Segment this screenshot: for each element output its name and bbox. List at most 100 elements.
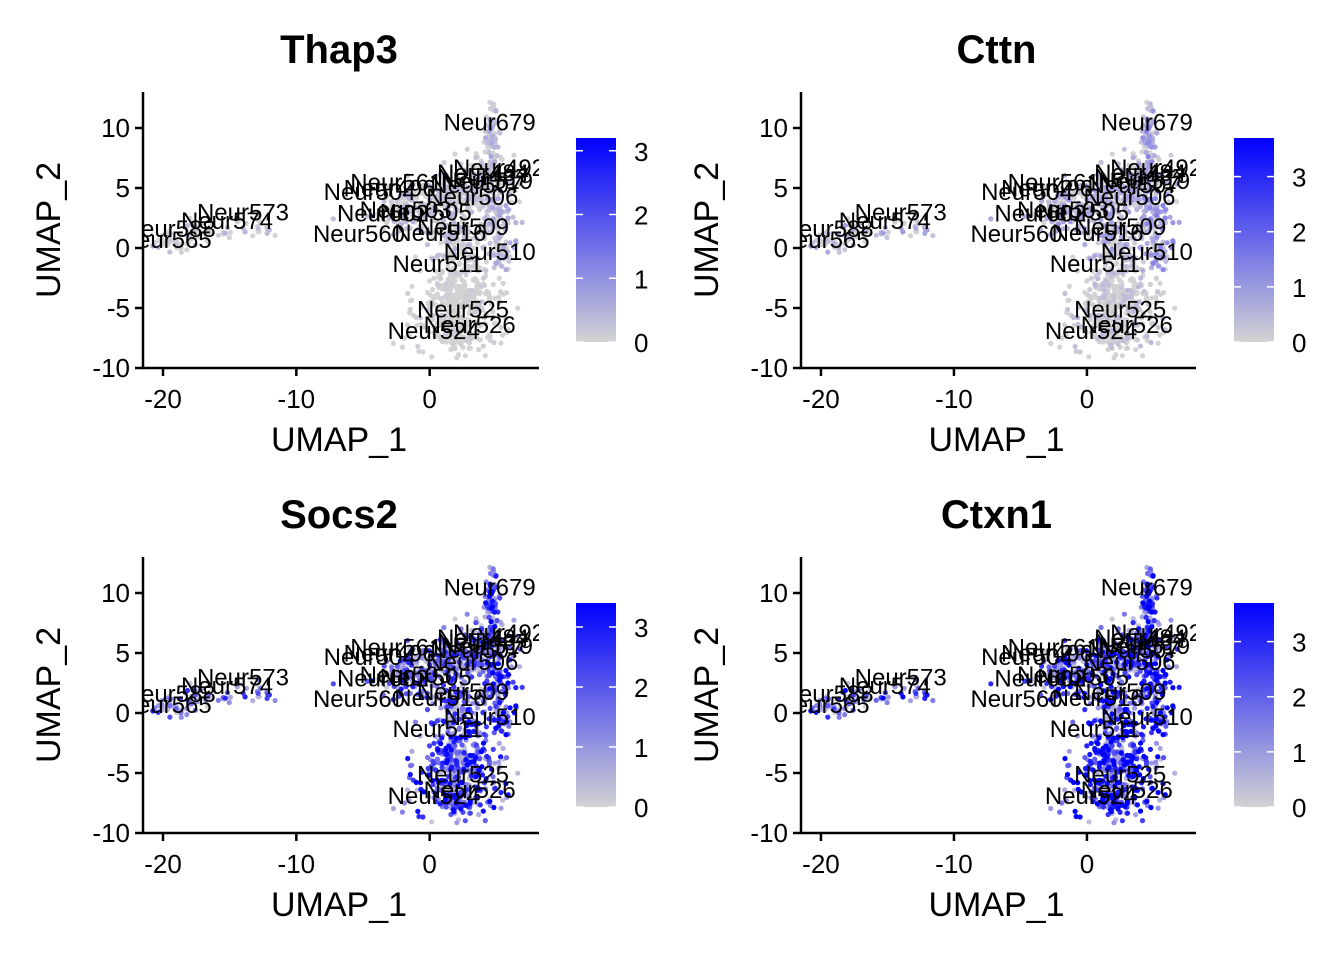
cell-point (462, 285, 467, 290)
cluster-label: Neur679 (444, 109, 536, 136)
cell-point (930, 698, 935, 703)
cell-point (1148, 747, 1153, 752)
cell-point (540, 791, 545, 796)
cell-point (1119, 386, 1124, 391)
panel-title: Cttn (957, 28, 1037, 72)
cell-point (1146, 141, 1151, 146)
cell-point (474, 284, 479, 289)
cell-point (1114, 750, 1119, 755)
cell-point (425, 755, 430, 760)
y-tick-label: 0 (116, 698, 130, 728)
cell-point (510, 680, 515, 685)
cluster-label: Neur565 (120, 227, 212, 254)
y-tick-label: -10 (92, 818, 130, 848)
cell-point (1131, 743, 1136, 748)
cell-point (1156, 341, 1161, 346)
cell-point (1168, 680, 1173, 685)
cell-point (489, 606, 494, 611)
cell-point (427, 743, 432, 748)
cell-point (1119, 285, 1124, 290)
cell-point (479, 749, 484, 754)
cell-point (483, 353, 488, 358)
cell-point (1140, 353, 1145, 358)
cell-point (520, 220, 525, 225)
cell-point (454, 820, 459, 825)
cell-point (1120, 353, 1125, 358)
colorbar-tick-label: 3 (1292, 163, 1306, 193)
x-axis-title: UMAP_1 (271, 421, 407, 459)
cell-point (1148, 340, 1153, 345)
y-tick-label: 0 (116, 233, 130, 263)
cluster-label: Neur560 (970, 221, 1062, 248)
panel-ctxn1: Ctxn1Neur679Neur492Neur484Neur487Neur519… (688, 493, 1306, 924)
y-tick-label: -10 (750, 353, 788, 383)
cell-point (1057, 345, 1062, 350)
cell-point (408, 772, 413, 777)
cluster-label: Neur511 (393, 251, 483, 278)
cell-point (484, 289, 489, 294)
cell-point (1087, 287, 1092, 292)
cell-point (273, 233, 278, 238)
cell-point (483, 818, 488, 823)
x-tick-label: -10 (278, 384, 316, 414)
x-tick-label: -10 (935, 384, 973, 414)
cell-point (497, 741, 502, 746)
x-tick-label: -20 (144, 849, 182, 879)
cell-point (1125, 288, 1130, 293)
cell-point (400, 810, 405, 815)
cell-point (1111, 820, 1116, 825)
cell-point (1087, 752, 1092, 757)
x-tick-label: -10 (278, 849, 316, 879)
cell-point (416, 349, 421, 354)
cell-point (1158, 281, 1163, 286)
cell-point (1117, 742, 1122, 747)
cell-point (1136, 284, 1141, 289)
cell-point (501, 281, 506, 286)
colorbar (576, 603, 616, 807)
cell-point (489, 141, 494, 146)
cell-point (513, 685, 518, 690)
cell-point (503, 267, 508, 272)
cell-point (484, 754, 489, 759)
cell-point (885, 235, 890, 240)
x-tick-label: -20 (144, 384, 182, 414)
cell-point (1122, 147, 1127, 152)
cell-point (462, 750, 467, 755)
cell-point (491, 101, 496, 106)
cell-point (476, 812, 481, 817)
x-tick-label: 0 (422, 849, 436, 879)
cell-point (1082, 755, 1087, 760)
cell-point (1125, 346, 1130, 351)
cell-point (1138, 344, 1143, 349)
colorbar-tick-label: 2 (1292, 218, 1306, 248)
y-tick-label: 10 (101, 113, 130, 143)
cluster-label: Neur511 (1050, 251, 1140, 278)
y-tick-label: -5 (107, 293, 130, 323)
cell-point (1161, 267, 1166, 272)
cell-point (520, 685, 525, 690)
colorbar-tick-label: 0 (634, 793, 648, 823)
y-tick-label: 5 (116, 638, 130, 668)
cell-point (456, 352, 461, 357)
y-tick-label: -10 (92, 353, 130, 383)
y-tick-label: -5 (765, 293, 788, 323)
cell-point (491, 566, 496, 571)
cell-point (1086, 819, 1091, 824)
cell-point (1140, 268, 1145, 273)
cell-point (1146, 606, 1151, 611)
cell-point (459, 277, 464, 282)
cell-point (1067, 749, 1072, 754)
panel-cttn: CttnNeur679Neur492Neur484Neur487Neur519N… (688, 28, 1306, 459)
cell-point (1117, 277, 1122, 282)
cell-point (1170, 220, 1175, 225)
panel-title: Socs2 (280, 493, 398, 537)
cluster-label: Neur524 (1045, 318, 1137, 345)
colorbar-tick-label: 2 (634, 673, 648, 703)
cell-point (1155, 289, 1160, 294)
cell-point (1122, 612, 1127, 617)
cell-point (1141, 289, 1146, 294)
cell-point (465, 147, 470, 152)
cell-point (1131, 278, 1136, 283)
panel-thap3: Thap3Neur679Neur492Neur484Neur487Neur519… (30, 28, 648, 459)
